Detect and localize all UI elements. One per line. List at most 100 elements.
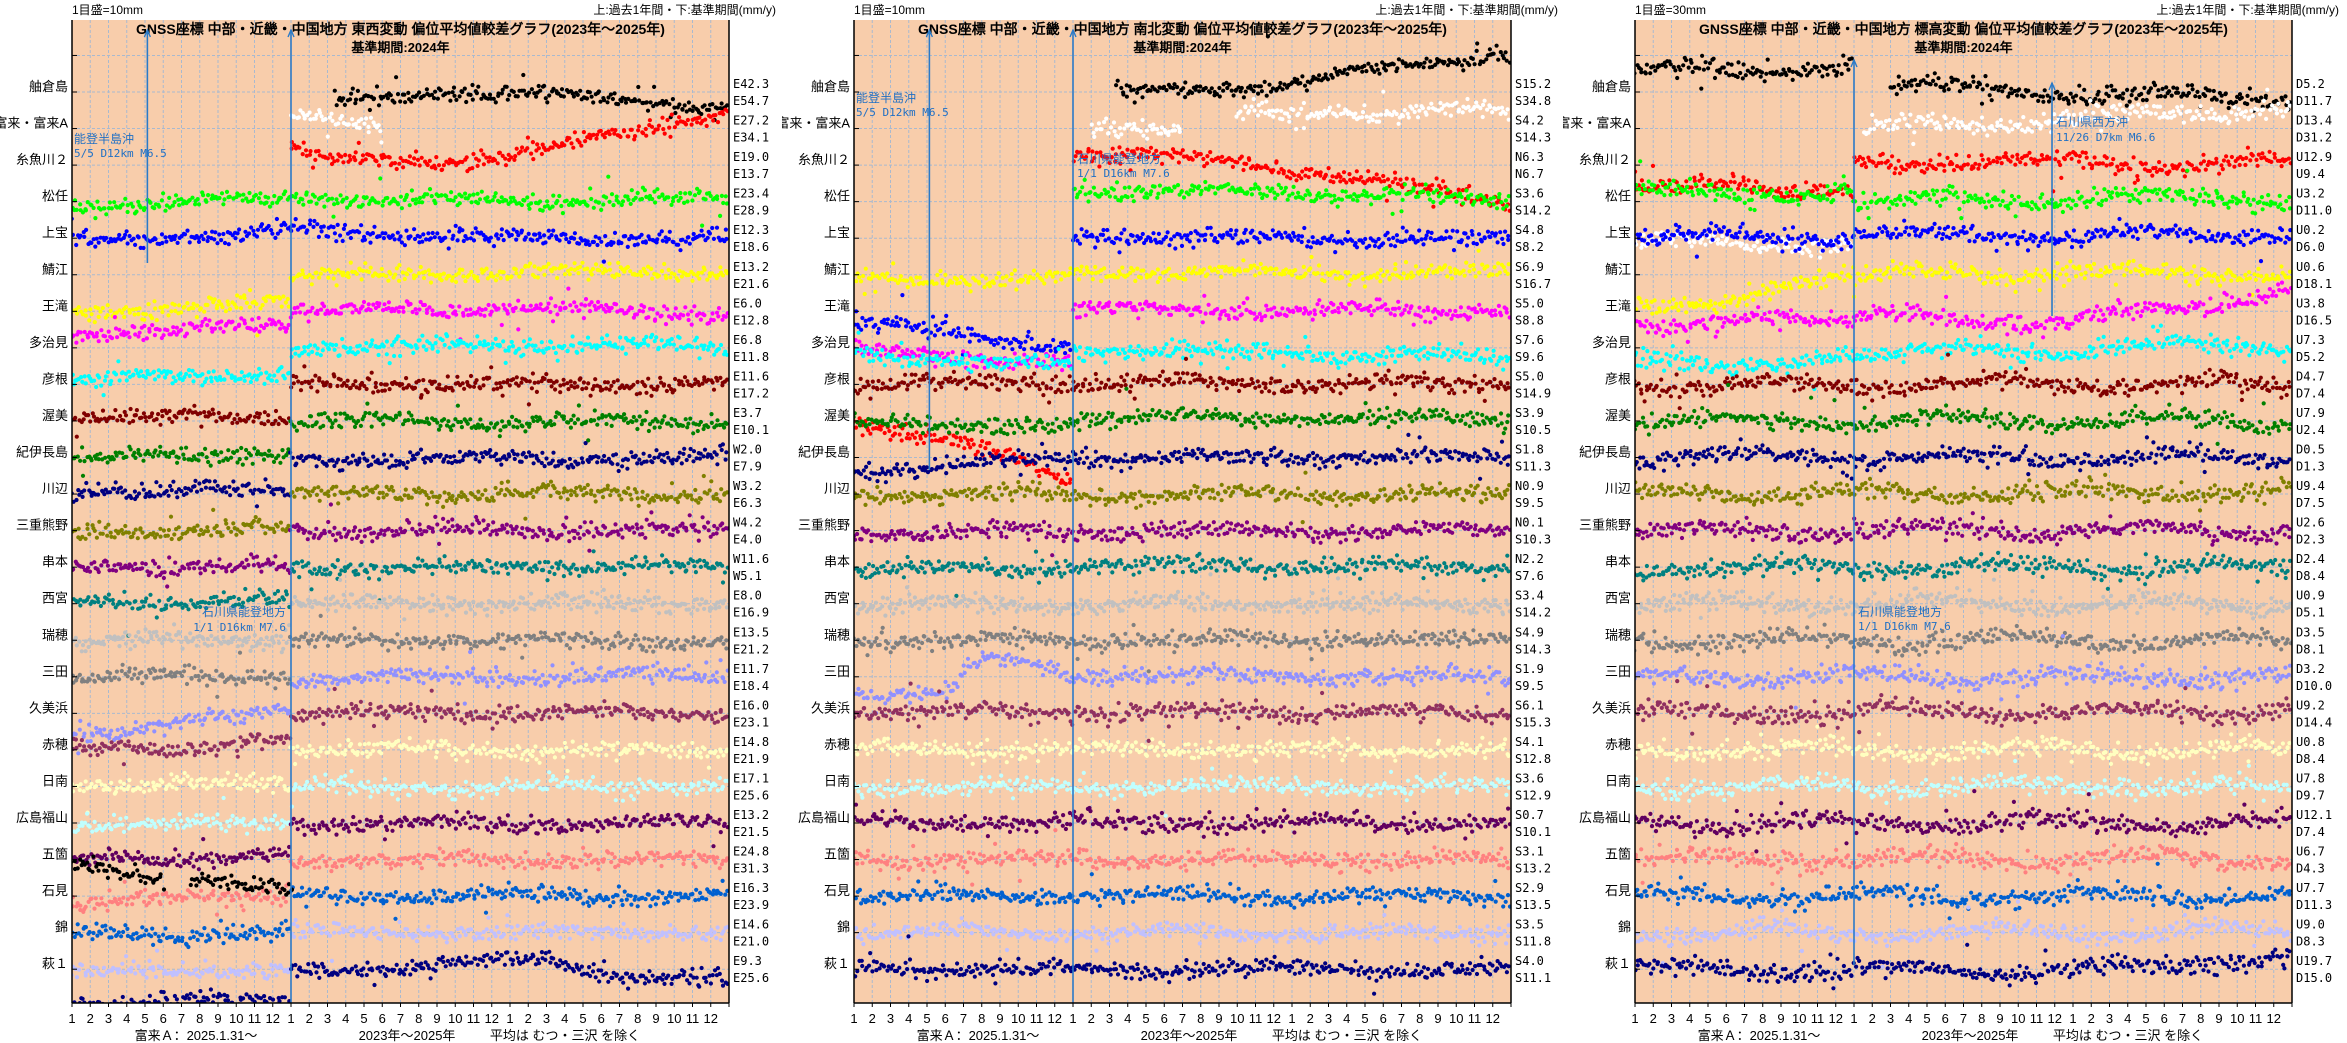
data-point (592, 493, 597, 498)
data-point (505, 276, 510, 282)
series-9-14 (288, 401, 729, 443)
data-point (457, 94, 462, 99)
data-point (645, 271, 650, 276)
data-point (538, 199, 543, 204)
data-point (76, 488, 81, 493)
data-point (601, 587, 606, 593)
data-point (526, 231, 531, 236)
data-point (724, 352, 729, 357)
data-point (109, 678, 114, 683)
data-point (93, 216, 98, 221)
data-point (338, 411, 343, 416)
data-point (441, 271, 446, 276)
data-point (190, 322, 195, 327)
data-point (567, 539, 572, 544)
data-point (705, 491, 710, 496)
data-point (305, 228, 310, 233)
data-point (281, 646, 286, 651)
data-point (487, 375, 492, 380)
data-point (348, 260, 353, 265)
data-point (450, 524, 455, 529)
data-point (292, 143, 297, 148)
data-point (525, 491, 530, 496)
data-point (140, 681, 145, 686)
data-point (385, 195, 390, 201)
data-point (100, 305, 105, 311)
data-point (530, 453, 535, 458)
data-point (302, 422, 307, 427)
data-point (632, 137, 637, 142)
data-point (212, 479, 218, 484)
data-point (293, 217, 298, 222)
data-point (292, 424, 297, 429)
data-point (460, 228, 465, 233)
data-point (675, 121, 680, 126)
data-point (460, 381, 465, 386)
data-point (202, 309, 207, 314)
data-point (499, 487, 504, 493)
data-point (308, 149, 313, 154)
data-point (371, 96, 377, 101)
data-point (275, 231, 280, 236)
data-point (675, 529, 680, 534)
data-point (118, 485, 123, 490)
data-point (697, 233, 702, 238)
data-point (686, 100, 692, 105)
data-point (670, 461, 675, 466)
data-point (306, 352, 311, 357)
data-point (462, 386, 467, 391)
data-point (361, 268, 366, 273)
data-point (218, 326, 223, 331)
data-point (629, 497, 634, 502)
data-point (74, 340, 79, 345)
data-point (406, 418, 411, 423)
data-point (491, 520, 496, 525)
data-point (203, 230, 208, 235)
data-point (326, 493, 331, 498)
data-point (643, 383, 648, 389)
data-point (725, 109, 729, 114)
data-point (337, 531, 342, 536)
data-point (427, 421, 432, 426)
data-point (545, 538, 550, 543)
data-point (136, 447, 141, 453)
data-point (619, 527, 624, 532)
data-point (308, 218, 313, 223)
data-point (205, 302, 210, 308)
data-point (677, 102, 682, 107)
data-point (502, 454, 507, 459)
data-point (89, 312, 94, 317)
data-point (436, 427, 442, 432)
data-point (233, 326, 238, 331)
data-point (262, 381, 267, 386)
data-point (397, 305, 402, 310)
data-point (240, 198, 245, 203)
data-point (235, 293, 240, 298)
data-point (211, 486, 216, 491)
data-point (593, 499, 598, 504)
data-point (408, 301, 413, 307)
data-point (597, 236, 602, 241)
data-point (332, 492, 337, 497)
data-point (326, 519, 331, 525)
data-point (165, 533, 170, 538)
data-point (339, 425, 344, 430)
data-point (125, 241, 130, 246)
data-point (463, 279, 468, 284)
data-point (503, 348, 508, 353)
data-point (358, 423, 363, 428)
data-point (509, 155, 514, 160)
data-point (310, 605, 315, 610)
data-point (356, 140, 361, 145)
data-point (626, 197, 631, 202)
data-point (348, 235, 353, 241)
data-point (566, 387, 571, 392)
data-point (641, 131, 646, 136)
data-point (99, 417, 104, 422)
data-point (136, 312, 141, 317)
data-point (377, 490, 382, 495)
data-point (287, 370, 292, 375)
data-point (147, 630, 152, 635)
data-point (401, 422, 406, 427)
data-point (723, 194, 728, 199)
